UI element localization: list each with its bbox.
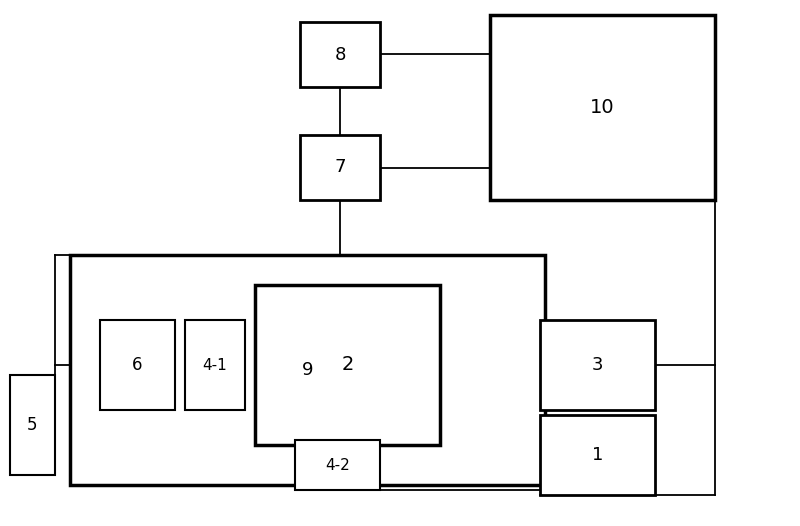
Bar — [300, 22, 380, 87]
Text: 3: 3 — [592, 356, 603, 374]
Text: 6: 6 — [132, 356, 142, 374]
Bar — [540, 415, 655, 495]
Bar — [300, 135, 380, 200]
Text: 10: 10 — [590, 98, 615, 117]
Bar — [10, 375, 55, 475]
Text: 7: 7 — [334, 158, 346, 177]
Text: 4-2: 4-2 — [325, 458, 350, 472]
Text: 2: 2 — [342, 356, 354, 375]
Text: 8: 8 — [334, 46, 346, 64]
Bar — [540, 320, 655, 410]
Text: 4-1: 4-1 — [202, 358, 227, 372]
Bar — [255, 285, 440, 445]
Bar — [295, 440, 380, 490]
Bar — [100, 320, 175, 410]
Text: 9: 9 — [302, 361, 314, 379]
Bar — [490, 15, 715, 200]
Bar — [185, 320, 245, 410]
Bar — [70, 255, 545, 485]
Text: 1: 1 — [592, 446, 603, 464]
Text: 5: 5 — [27, 416, 38, 434]
